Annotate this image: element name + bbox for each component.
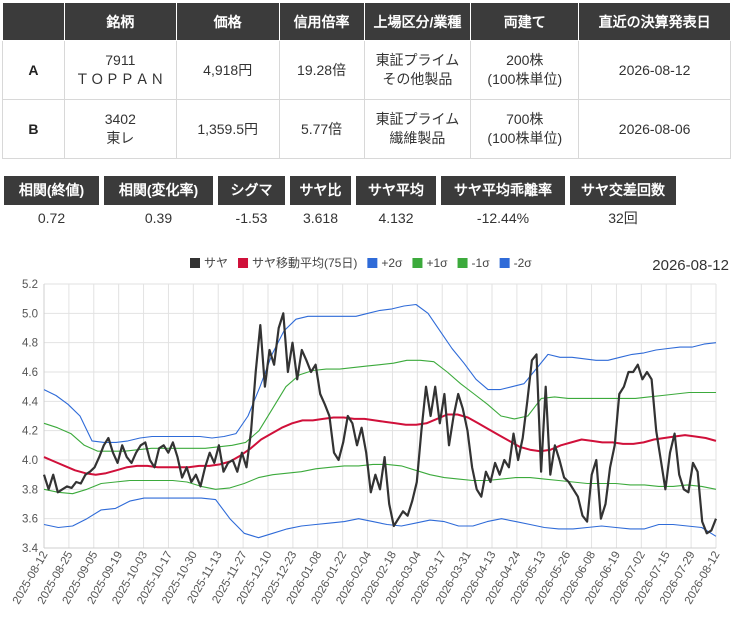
- stat-value: 32回: [608, 210, 638, 226]
- header-cell-market: 上場区分/業種: [363, 2, 472, 41]
- y-tick-label: 4.8: [22, 338, 38, 350]
- stat-sigma: シグマ -1.53: [218, 176, 285, 232]
- legend-label-2: +2σ: [381, 256, 403, 270]
- stat-label: サヤ平均乖離率: [441, 176, 565, 205]
- series-line-5: [43, 497, 717, 539]
- stat-value: 3.618: [302, 210, 339, 226]
- margin-ratio-cell: 5.77倍: [278, 99, 365, 159]
- chart-date-title: 2026-08-12: [652, 257, 729, 274]
- legend-swatch-5: [499, 258, 510, 268]
- earnings-date-cell: 2026-08-06: [578, 99, 731, 159]
- series-line-1: [43, 413, 717, 476]
- legend-label-0: サヤ: [204, 256, 228, 270]
- stock-code: 7911: [105, 52, 136, 68]
- stat-label: 相関(終値): [4, 176, 99, 205]
- stat-cross-count: サヤ交差回数 32回: [570, 176, 676, 232]
- earnings-date-cell: 2026-08-12: [578, 40, 731, 100]
- legend-swatch-2: [367, 258, 378, 268]
- stat-value: 4.132: [378, 210, 414, 226]
- spread-chart: 3.43.63.84.04.24.44.64.85.05.22025-08-12…: [11, 256, 729, 606]
- hedge-cell: 700株 (100株単位): [470, 99, 580, 159]
- series-line-2: [43, 303, 717, 443]
- stat-label: シグマ: [218, 176, 285, 205]
- series-line-0: [42, 312, 718, 535]
- price-cell: 1,359.5円: [175, 99, 280, 159]
- sector-name: 繊維製品: [389, 130, 446, 146]
- row-label: A: [2, 40, 65, 100]
- legend-label-5: -2σ: [514, 256, 533, 270]
- stat-value: -1.53: [235, 210, 268, 226]
- legend-swatch-1: [238, 258, 249, 268]
- y-tick-label: 4.6: [22, 367, 38, 379]
- shares: 700株: [506, 111, 544, 127]
- stock-name: 東レ: [106, 130, 135, 146]
- stat-correlation-change: 相関(変化率) 0.39: [104, 176, 213, 232]
- y-tick-label: 4.0: [22, 455, 38, 467]
- stat-label: サヤ平均: [356, 176, 436, 205]
- table-row: A 7911 ＴＯＰＰＡＮ 4,918円 19.28倍 東証プライム その他製品…: [2, 40, 731, 100]
- stat-spread-average: サヤ平均 4.132: [356, 176, 436, 232]
- stat-label: サヤ比: [290, 176, 351, 205]
- table-row: B 3402 東レ 1,359.5円 5.77倍 東証プライム 繊維製品 700…: [2, 99, 731, 159]
- stat-value: 0.39: [144, 210, 173, 226]
- stat-spread-deviation: サヤ平均乖離率 -12.44%: [441, 176, 565, 232]
- header-cell-margin: 信用倍率: [278, 2, 365, 41]
- y-tick-label: 5.0: [22, 308, 38, 320]
- series-line-4: [43, 463, 717, 495]
- y-tick-label: 4.2: [22, 426, 38, 438]
- market-name: 東証プライム: [375, 111, 460, 127]
- legend-label-1: サヤ移動平均(75日): [252, 256, 357, 270]
- shares: 200株: [506, 52, 544, 68]
- stat-correlation-close: 相関(終値) 0.72: [4, 176, 99, 232]
- stat-spread-ratio: サヤ比 3.618: [290, 176, 351, 232]
- y-tick-label: 3.4: [22, 543, 39, 555]
- unit: (100株単位): [487, 130, 563, 146]
- y-tick-label: 4.4: [22, 396, 39, 408]
- stat-label: 相関(変化率): [104, 176, 213, 205]
- stat-value: 0.72: [37, 210, 66, 226]
- legend-swatch-3: [412, 258, 423, 268]
- unit: (100株単位): [487, 71, 563, 87]
- series-line-3: [43, 359, 716, 452]
- table-header-row: 銘柄 価格 信用倍率 上場区分/業種 両建て 直近の決算発表日: [2, 2, 731, 41]
- stock-code: 3402: [104, 111, 136, 127]
- market-name: 東証プライム: [375, 52, 460, 68]
- sector-name: その他製品: [382, 71, 453, 87]
- legend-swatch-4: [457, 258, 468, 268]
- market-cell: 東証プライム その他製品: [363, 40, 472, 100]
- stat-value: -12.44%: [476, 210, 530, 226]
- header-cell-price: 価格: [175, 2, 280, 41]
- pair-table: 銘柄 価格 信用倍率 上場区分/業種 両建て 直近の決算発表日 A 7911 Ｔ…: [2, 2, 731, 159]
- margin-ratio-cell: 19.28倍: [278, 40, 365, 100]
- legend-label-4: -1σ: [472, 256, 491, 270]
- header-cell-blank: [2, 2, 65, 41]
- header-cell-hedge: 両建て: [470, 2, 580, 41]
- legend-swatch-0: [190, 258, 200, 268]
- y-tick-label: 3.8: [22, 484, 38, 496]
- stock-cell[interactable]: 7911 ＴＯＰＰＡＮ: [63, 40, 177, 100]
- row-label: B: [2, 99, 65, 159]
- stock-name: ＴＯＰＰＡＮ: [75, 71, 166, 87]
- hedge-cell: 200株 (100株単位): [470, 40, 580, 100]
- legend-label-3: +1σ: [426, 256, 448, 270]
- y-tick-label: 5.2: [22, 279, 38, 291]
- stock-cell[interactable]: 3402 東レ: [63, 99, 177, 159]
- y-tick-label: 3.6: [22, 514, 38, 526]
- price-cell: 4,918円: [175, 40, 280, 100]
- header-cell-earnings: 直近の決算発表日: [578, 2, 731, 41]
- header-cell-stock: 銘柄: [63, 2, 177, 41]
- market-cell: 東証プライム 繊維製品: [363, 99, 472, 159]
- stat-label: サヤ交差回数: [570, 176, 676, 205]
